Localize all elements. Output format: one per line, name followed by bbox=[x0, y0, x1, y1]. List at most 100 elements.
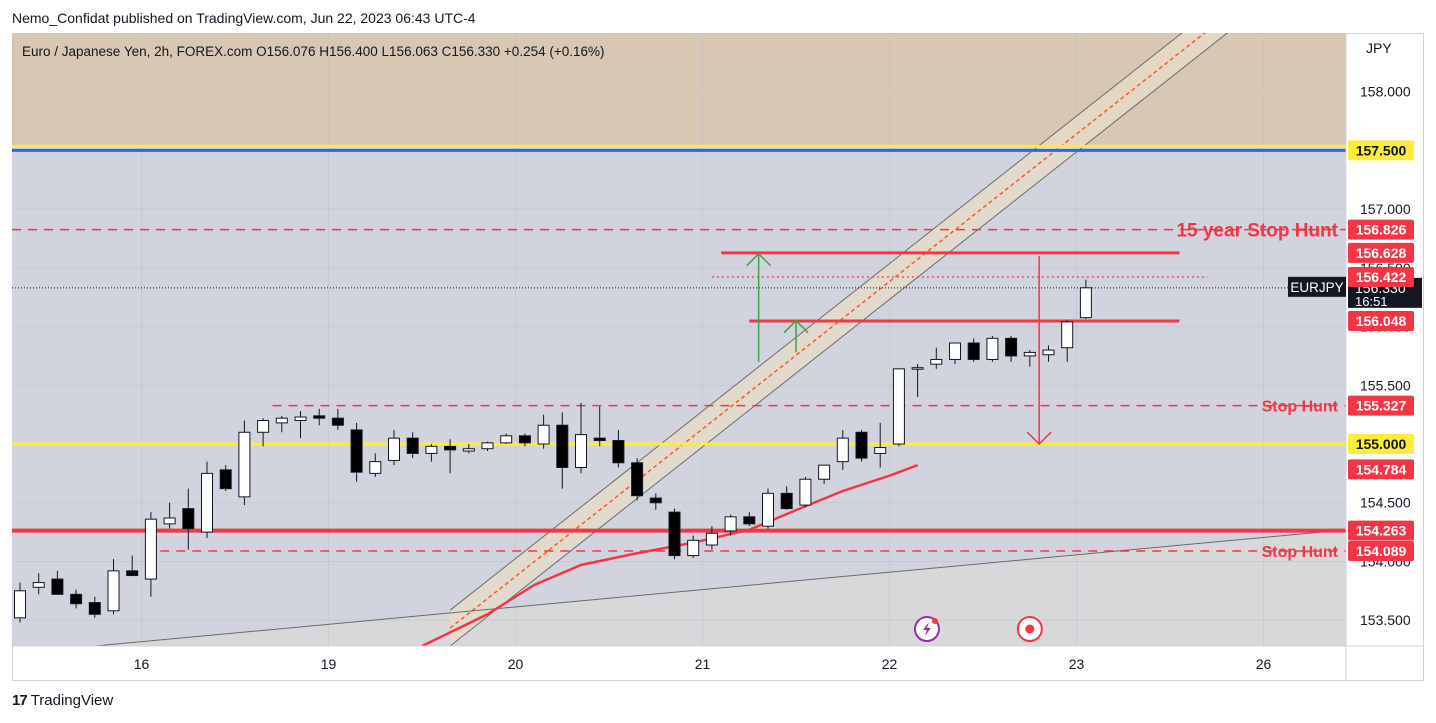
candle-24 bbox=[462, 444, 475, 454]
candle-body bbox=[537, 424, 550, 445]
candle-17 bbox=[331, 408, 344, 430]
channel-upper-line bbox=[449, 33, 1183, 611]
symbol-tag-label: EURJPY bbox=[1290, 280, 1343, 295]
candle-body bbox=[930, 358, 943, 365]
symbol-tag-box bbox=[1288, 276, 1346, 297]
arrow-head bbox=[783, 319, 809, 334]
price-label-box-156.422 bbox=[1348, 267, 1414, 288]
candle-28 bbox=[537, 414, 550, 449]
candle-body bbox=[70, 593, 83, 605]
candle-30 bbox=[575, 402, 587, 474]
candle-body bbox=[575, 434, 587, 469]
candle-20 bbox=[388, 429, 400, 466]
candle-1 bbox=[32, 573, 45, 595]
candle-31 bbox=[593, 406, 606, 447]
candle-body bbox=[294, 416, 307, 422]
price-label-box-154.784 bbox=[1348, 459, 1414, 480]
candle-38 bbox=[724, 514, 737, 536]
event-icon-dot bbox=[1025, 624, 1035, 634]
candle-body bbox=[425, 445, 438, 454]
candle-body bbox=[238, 431, 251, 498]
legend-change: +0.254 (+0.16%) bbox=[504, 44, 605, 59]
candle-body bbox=[201, 472, 213, 533]
arrow-up-1 bbox=[783, 319, 809, 353]
x-tick-label-20: 20 bbox=[508, 656, 524, 672]
legend-c-label: C bbox=[442, 44, 452, 59]
candle-body bbox=[88, 602, 101, 615]
candle-8 bbox=[163, 502, 176, 529]
candle-body bbox=[631, 462, 644, 497]
candle-body bbox=[780, 492, 793, 510]
price-label-box-157.500 bbox=[1348, 140, 1414, 161]
candle-37 bbox=[705, 526, 718, 550]
candle-52 bbox=[986, 335, 999, 362]
candle-48 bbox=[911, 364, 924, 398]
candle-21 bbox=[406, 432, 419, 459]
candle-body bbox=[32, 582, 45, 588]
price-label-154.089: 154.089 bbox=[1356, 543, 1407, 559]
candle-body bbox=[406, 437, 419, 454]
candle-14 bbox=[275, 415, 288, 433]
candle-18 bbox=[350, 422, 363, 482]
candle-body bbox=[275, 417, 288, 424]
legend-h: 156.400 bbox=[329, 44, 382, 59]
candle-32 bbox=[612, 429, 625, 468]
candle-34 bbox=[649, 493, 662, 510]
candle-body bbox=[1005, 337, 1018, 357]
candle-body bbox=[874, 447, 887, 454]
y-tick-label-155.500: 155.500 bbox=[1360, 377, 1411, 393]
candle-body bbox=[612, 439, 625, 464]
price-label-155.000: 155.000 bbox=[1356, 436, 1407, 452]
candle-45 bbox=[855, 429, 868, 462]
candle-body bbox=[818, 464, 831, 480]
candle-43 bbox=[818, 464, 831, 484]
candle-50 bbox=[949, 342, 961, 365]
candle-body bbox=[462, 448, 475, 452]
target-event-icon bbox=[1016, 616, 1043, 642]
price-label-157.500: 157.500 bbox=[1356, 142, 1407, 158]
annotation-155.327: Stop Hunt bbox=[1262, 399, 1339, 416]
legend-symbol: Euro / Japanese Yen, 2h, FOREX.com bbox=[22, 44, 256, 59]
candle-body bbox=[500, 435, 513, 444]
candle-23 bbox=[444, 439, 457, 474]
candle-body bbox=[705, 532, 718, 546]
candle-42 bbox=[799, 476, 812, 508]
event-icon-bolt bbox=[922, 622, 931, 636]
candle-body bbox=[649, 497, 662, 504]
annotation-156.826: 15 year Stop Hunt bbox=[1176, 221, 1338, 242]
lower-trend-zone bbox=[12, 529, 1346, 646]
legend-l-label: L bbox=[382, 44, 390, 59]
candle-body bbox=[444, 445, 457, 451]
candle-body bbox=[369, 461, 382, 474]
candle-body bbox=[687, 539, 700, 557]
candle-body bbox=[949, 342, 961, 360]
candle-body bbox=[668, 511, 681, 557]
candle-body bbox=[836, 437, 849, 463]
channel-lower-line bbox=[449, 33, 1229, 646]
candle-body bbox=[126, 570, 139, 577]
annotation-154.089: Stop Hunt bbox=[1262, 544, 1339, 561]
candle-5 bbox=[107, 559, 120, 615]
candle-body bbox=[799, 478, 812, 506]
candle-body bbox=[892, 368, 905, 445]
candle-body bbox=[107, 570, 120, 612]
arrow-up-0 bbox=[746, 252, 772, 362]
legend-h-label: H bbox=[319, 44, 329, 59]
candle-22 bbox=[425, 444, 438, 462]
legend-c: 156.330 bbox=[451, 44, 504, 59]
candle-body bbox=[1061, 321, 1074, 349]
price-label-box-155.327 bbox=[1348, 395, 1414, 416]
channel-mid-line bbox=[449, 33, 1206, 629]
candle-35 bbox=[668, 508, 681, 560]
x-tick-label-22: 22 bbox=[882, 656, 898, 672]
candle-3 bbox=[70, 589, 83, 609]
candle-29 bbox=[556, 412, 569, 489]
candle-57 bbox=[1079, 279, 1092, 320]
price-label-154.263: 154.263 bbox=[1356, 523, 1407, 539]
candle-body bbox=[967, 342, 980, 360]
price-label-box-156.628 bbox=[1348, 242, 1414, 263]
price-chart[interactable]: Euro / Japanese Yen, 2h, FOREX.com O156.… bbox=[12, 33, 1424, 681]
price-label-box-156.048 bbox=[1348, 310, 1414, 331]
candle-19 bbox=[369, 453, 382, 477]
price-label-156.422: 156.422 bbox=[1356, 269, 1407, 285]
